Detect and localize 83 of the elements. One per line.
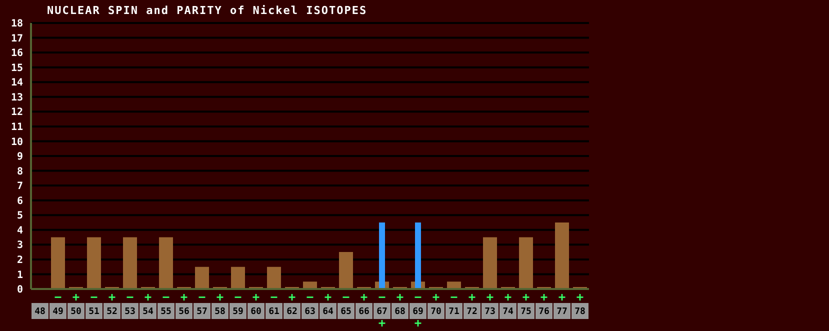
y-tick-label: 4 (16, 225, 23, 236)
x-tick-label: 55 (160, 307, 172, 317)
data-label: + (414, 316, 422, 330)
y-tick-label: 1 (16, 270, 23, 281)
x-tick-label: 64 (322, 307, 334, 317)
x-tick-label: 49 (52, 307, 64, 317)
x-tick-label: 78 (574, 307, 586, 317)
y-tick-label: 12 (10, 107, 23, 118)
data-label: − (450, 290, 458, 304)
data-label: − (234, 290, 242, 304)
data-label: + (180, 290, 188, 304)
x-tick-label: 51 (88, 307, 100, 317)
data-label: + (378, 316, 386, 330)
data-label: + (288, 290, 296, 304)
y-tick-label: 8 (16, 166, 23, 178)
data-label: − (342, 290, 350, 304)
data-label: + (144, 290, 152, 304)
data-label: + (486, 290, 494, 304)
data-label: − (198, 290, 206, 304)
x-tick-label: 66 (358, 307, 370, 317)
y-tick-label: 2 (16, 254, 23, 266)
data-label: + (468, 290, 476, 304)
y-tick-label: 5 (16, 210, 23, 222)
x-tick-label: 56 (178, 307, 190, 317)
y-tick-label: 14 (10, 78, 23, 89)
data-label: + (558, 290, 566, 304)
data-label: + (540, 290, 548, 304)
data-label: − (270, 290, 278, 304)
x-tick-label: 52 (106, 307, 118, 317)
x-tick-label: 54 (142, 307, 154, 317)
data-label: + (504, 290, 512, 304)
data-label: + (108, 290, 116, 304)
y-tick-label: 10 (10, 136, 23, 148)
y-tick-label: 11 (10, 122, 23, 133)
x-tick-label: 60 (250, 307, 262, 317)
data-label: + (360, 290, 368, 304)
x-tick-label: 72 (466, 307, 478, 317)
data-label: + (324, 290, 332, 304)
x-tick-label: 77 (556, 307, 568, 317)
x-tick-label: 74 (502, 307, 514, 317)
x-tick-label: 67 (376, 307, 388, 317)
data-label: + (576, 290, 584, 304)
x-tick-label: 48 (34, 307, 46, 317)
x-tick-label: 65 (340, 307, 352, 317)
x-tick-label: 70 (430, 307, 442, 317)
data-label: − (414, 290, 422, 304)
x-tick-label: 73 (484, 307, 496, 317)
data-label: − (54, 290, 62, 304)
y-tick-label: 0 (16, 284, 23, 296)
x-tick-label: 58 (214, 307, 226, 317)
y-tick-label: 7 (16, 181, 23, 192)
x-tick-label: 69 (412, 307, 424, 317)
data-label: + (252, 290, 260, 304)
data-label: − (90, 290, 98, 304)
y-tick-label: 6 (16, 196, 23, 207)
x-tick-label: 75 (520, 307, 532, 317)
y-tick-label: 18 (10, 18, 23, 30)
x-tick-label: 62 (286, 307, 298, 317)
data-label: − (162, 290, 170, 304)
y-tick-label: 16 (10, 48, 23, 60)
data-label: − (378, 290, 386, 304)
data-label: + (72, 290, 80, 304)
y-tick-label: 3 (16, 240, 23, 252)
x-tick-label: 71 (448, 307, 460, 317)
data-label: + (522, 290, 530, 304)
x-tick-label: 61 (268, 307, 280, 317)
data-label: − (126, 290, 134, 304)
y-tick-label: 9 (16, 152, 23, 163)
data-label: − (306, 290, 314, 304)
x-tick-label: 76 (538, 307, 550, 317)
y-tick-label: 17 (10, 33, 23, 44)
x-tick-label: 53 (124, 307, 136, 317)
x-tick-label: 59 (232, 307, 244, 317)
y-tick-label: 13 (10, 92, 23, 104)
x-tick-label: 50 (70, 307, 82, 317)
data-label: + (432, 290, 440, 304)
chart-title: NUCLEAR SPIN and PARITY of Nickel ISOTOPES (47, 4, 368, 17)
x-tick-label: 63 (304, 307, 316, 317)
x-tick-label: 68 (394, 307, 406, 317)
x-tick-label: 57 (196, 307, 208, 317)
data-label: + (216, 290, 224, 304)
data-label: + (396, 290, 404, 304)
y-tick-label: 15 (10, 62, 23, 74)
